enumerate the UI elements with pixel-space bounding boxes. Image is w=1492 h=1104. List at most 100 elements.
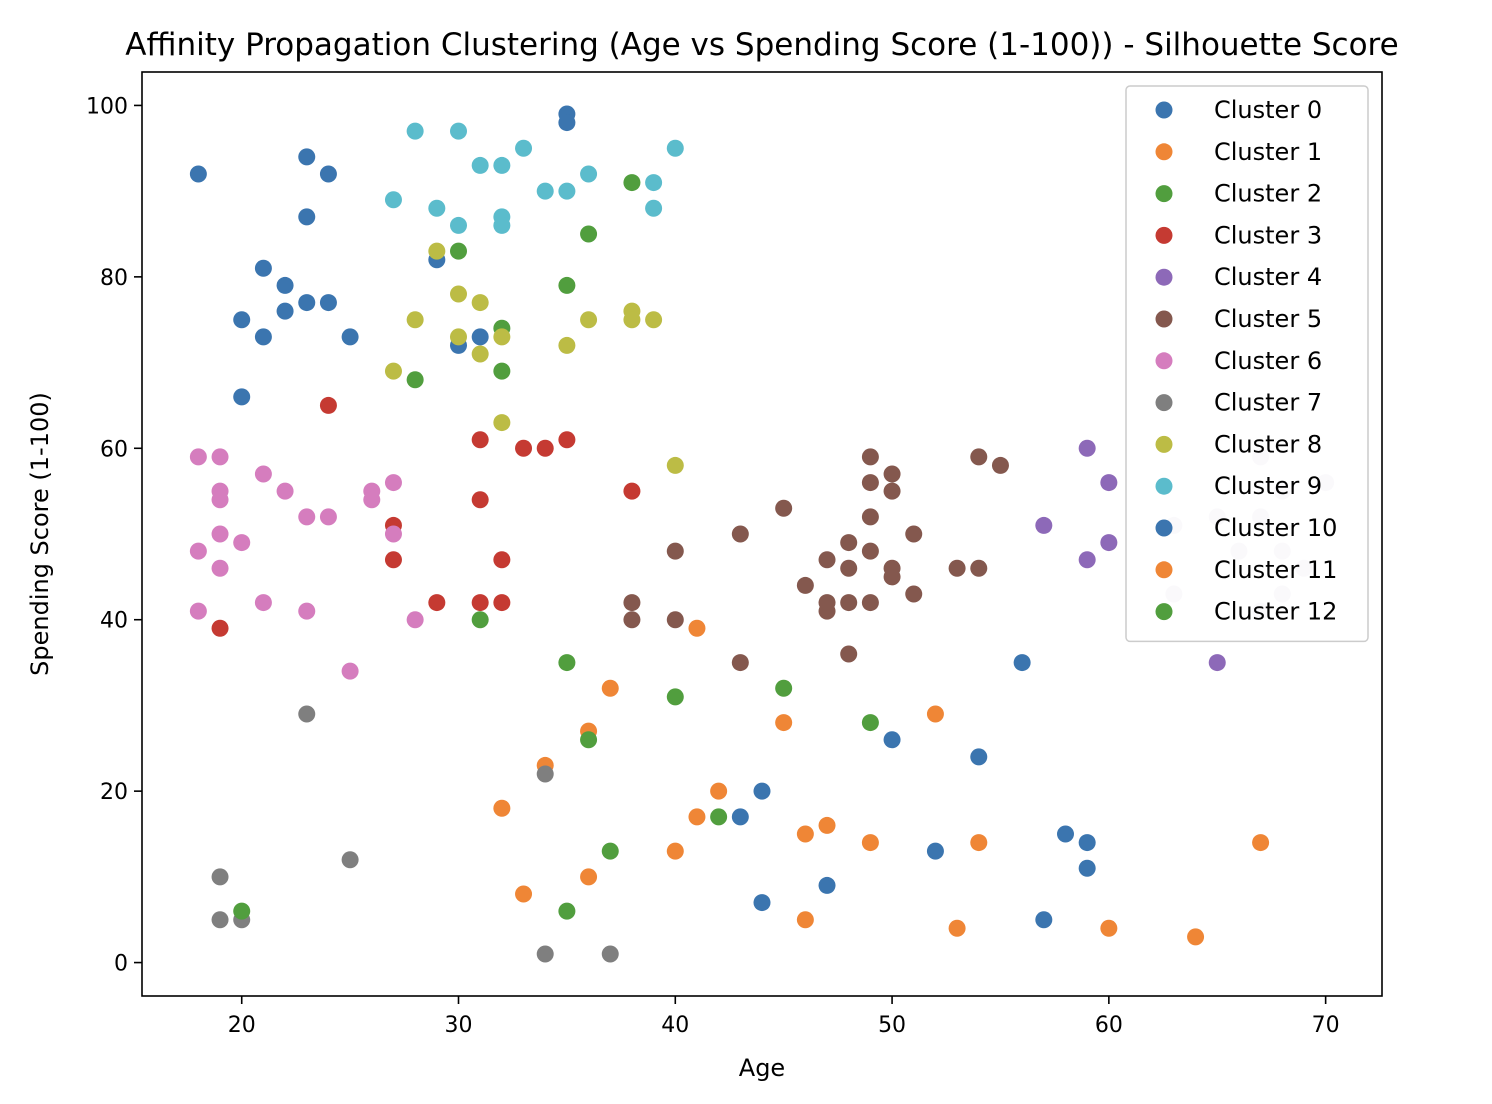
y-axis-label: Spending Score (1-100): [26, 392, 54, 676]
data-point-series-9: [666, 139, 684, 157]
data-point-series-5: [905, 585, 923, 603]
data-point-series-6: [211, 491, 229, 509]
legend-marker: [1155, 226, 1173, 244]
y-tick-label: 40: [100, 609, 128, 634]
data-point-series-10: [926, 842, 944, 860]
data-point-series-1: [580, 868, 598, 886]
data-point-series-10: [1013, 654, 1031, 672]
data-point-series-12: [601, 842, 619, 860]
data-point-series-9: [450, 216, 468, 234]
data-point-series-10: [298, 208, 316, 226]
data-point-series-6: [189, 448, 207, 466]
data-point-series-1: [710, 782, 728, 800]
data-point-series-3: [493, 594, 511, 612]
data-point-series-5: [948, 559, 966, 577]
data-point-series-5: [623, 594, 641, 612]
legend-marker: [1155, 352, 1173, 370]
data-point-series-8: [493, 414, 511, 432]
data-point-series-11: [796, 911, 814, 929]
legend-label: Cluster 11: [1214, 556, 1337, 584]
data-point-series-6: [298, 508, 316, 526]
data-point-series-12: [861, 714, 879, 732]
data-point-series-2: [493, 362, 511, 380]
data-point-series-10: [254, 328, 272, 346]
data-point-series-11: [1252, 834, 1270, 852]
data-point-series-5: [861, 594, 879, 612]
data-point-series-12: [558, 654, 576, 672]
data-point-series-12: [580, 731, 598, 749]
data-point-series-8: [623, 311, 641, 329]
data-point-series-10: [254, 259, 272, 277]
data-point-series-5: [731, 654, 749, 672]
data-point-series-6: [189, 602, 207, 620]
data-point-series-1: [515, 885, 533, 903]
data-point-series-8: [666, 456, 684, 474]
data-point-series-10: [1078, 834, 1096, 852]
data-point-series-6: [384, 525, 402, 543]
legend: Cluster 0 Cluster 1 Cluster 2 Cluster 3 Clus…: [1125, 85, 1369, 643]
data-point-series-10: [818, 876, 836, 894]
data-point-series-11: [1100, 919, 1118, 937]
data-point-series-11: [1187, 928, 1205, 946]
x-tick-label: 30: [445, 1013, 473, 1038]
data-point-series-5: [905, 525, 923, 543]
data-point-series-4: [1100, 534, 1118, 552]
data-point-series-0: [558, 114, 576, 132]
data-point-series-5: [883, 482, 901, 500]
legend-label: Cluster 4: [1214, 263, 1322, 291]
y-tick-label: 80: [100, 266, 128, 291]
data-point-series-5: [775, 499, 793, 517]
data-point-series-10: [189, 165, 207, 183]
data-point-series-10: [753, 894, 771, 912]
data-point-series-1: [688, 808, 706, 826]
data-point-series-3: [558, 431, 576, 449]
data-point-series-9: [428, 199, 446, 217]
data-point-series-6: [298, 602, 316, 620]
data-point-series-7: [341, 851, 359, 869]
legend-label: Cluster 3: [1214, 221, 1322, 249]
data-point-series-5: [970, 559, 988, 577]
data-point-series-10: [233, 311, 251, 329]
x-tick-label: 70: [1312, 1013, 1340, 1038]
data-point-series-11: [861, 834, 879, 852]
data-point-series-9: [645, 174, 663, 192]
data-point-series-11: [796, 825, 814, 843]
x-axis-label: Age: [739, 1054, 785, 1082]
data-point-series-9: [450, 122, 468, 140]
data-point-series-5: [623, 611, 641, 629]
legend-marker: [1155, 101, 1173, 119]
legend-label: Cluster 6: [1214, 347, 1322, 375]
data-point-series-10: [276, 276, 294, 294]
data-point-series-9: [493, 216, 511, 234]
y-tick-label: 0: [114, 952, 128, 977]
data-point-series-12: [710, 808, 728, 826]
data-point-series-5: [840, 645, 858, 663]
data-point-series-2: [406, 371, 424, 389]
data-point-series-10: [1035, 911, 1053, 929]
data-point-series-10: [298, 148, 316, 166]
data-point-series-9: [580, 165, 598, 183]
data-point-series-5: [818, 602, 836, 620]
legend-marker: [1155, 185, 1173, 203]
data-point-series-5: [818, 551, 836, 569]
data-point-series-8: [645, 311, 663, 329]
data-point-series-12: [558, 902, 576, 920]
data-point-series-10: [233, 388, 251, 406]
data-point-series-1: [688, 619, 706, 637]
data-point-series-6: [233, 534, 251, 552]
data-point-series-0: [471, 328, 489, 346]
data-point-series-4: [1208, 654, 1226, 672]
data-point-series-5: [861, 448, 879, 466]
data-points: [189, 105, 1335, 963]
data-point-series-9: [515, 139, 533, 157]
data-point-series-3: [471, 594, 489, 612]
data-point-series-8: [406, 311, 424, 329]
data-point-series-6: [319, 508, 337, 526]
data-point-series-5: [861, 508, 879, 526]
data-point-series-10: [1056, 825, 1074, 843]
data-point-series-8: [493, 328, 511, 346]
data-point-series-4: [1100, 474, 1118, 492]
data-point-series-11: [775, 714, 793, 732]
data-point-series-9: [536, 182, 554, 200]
